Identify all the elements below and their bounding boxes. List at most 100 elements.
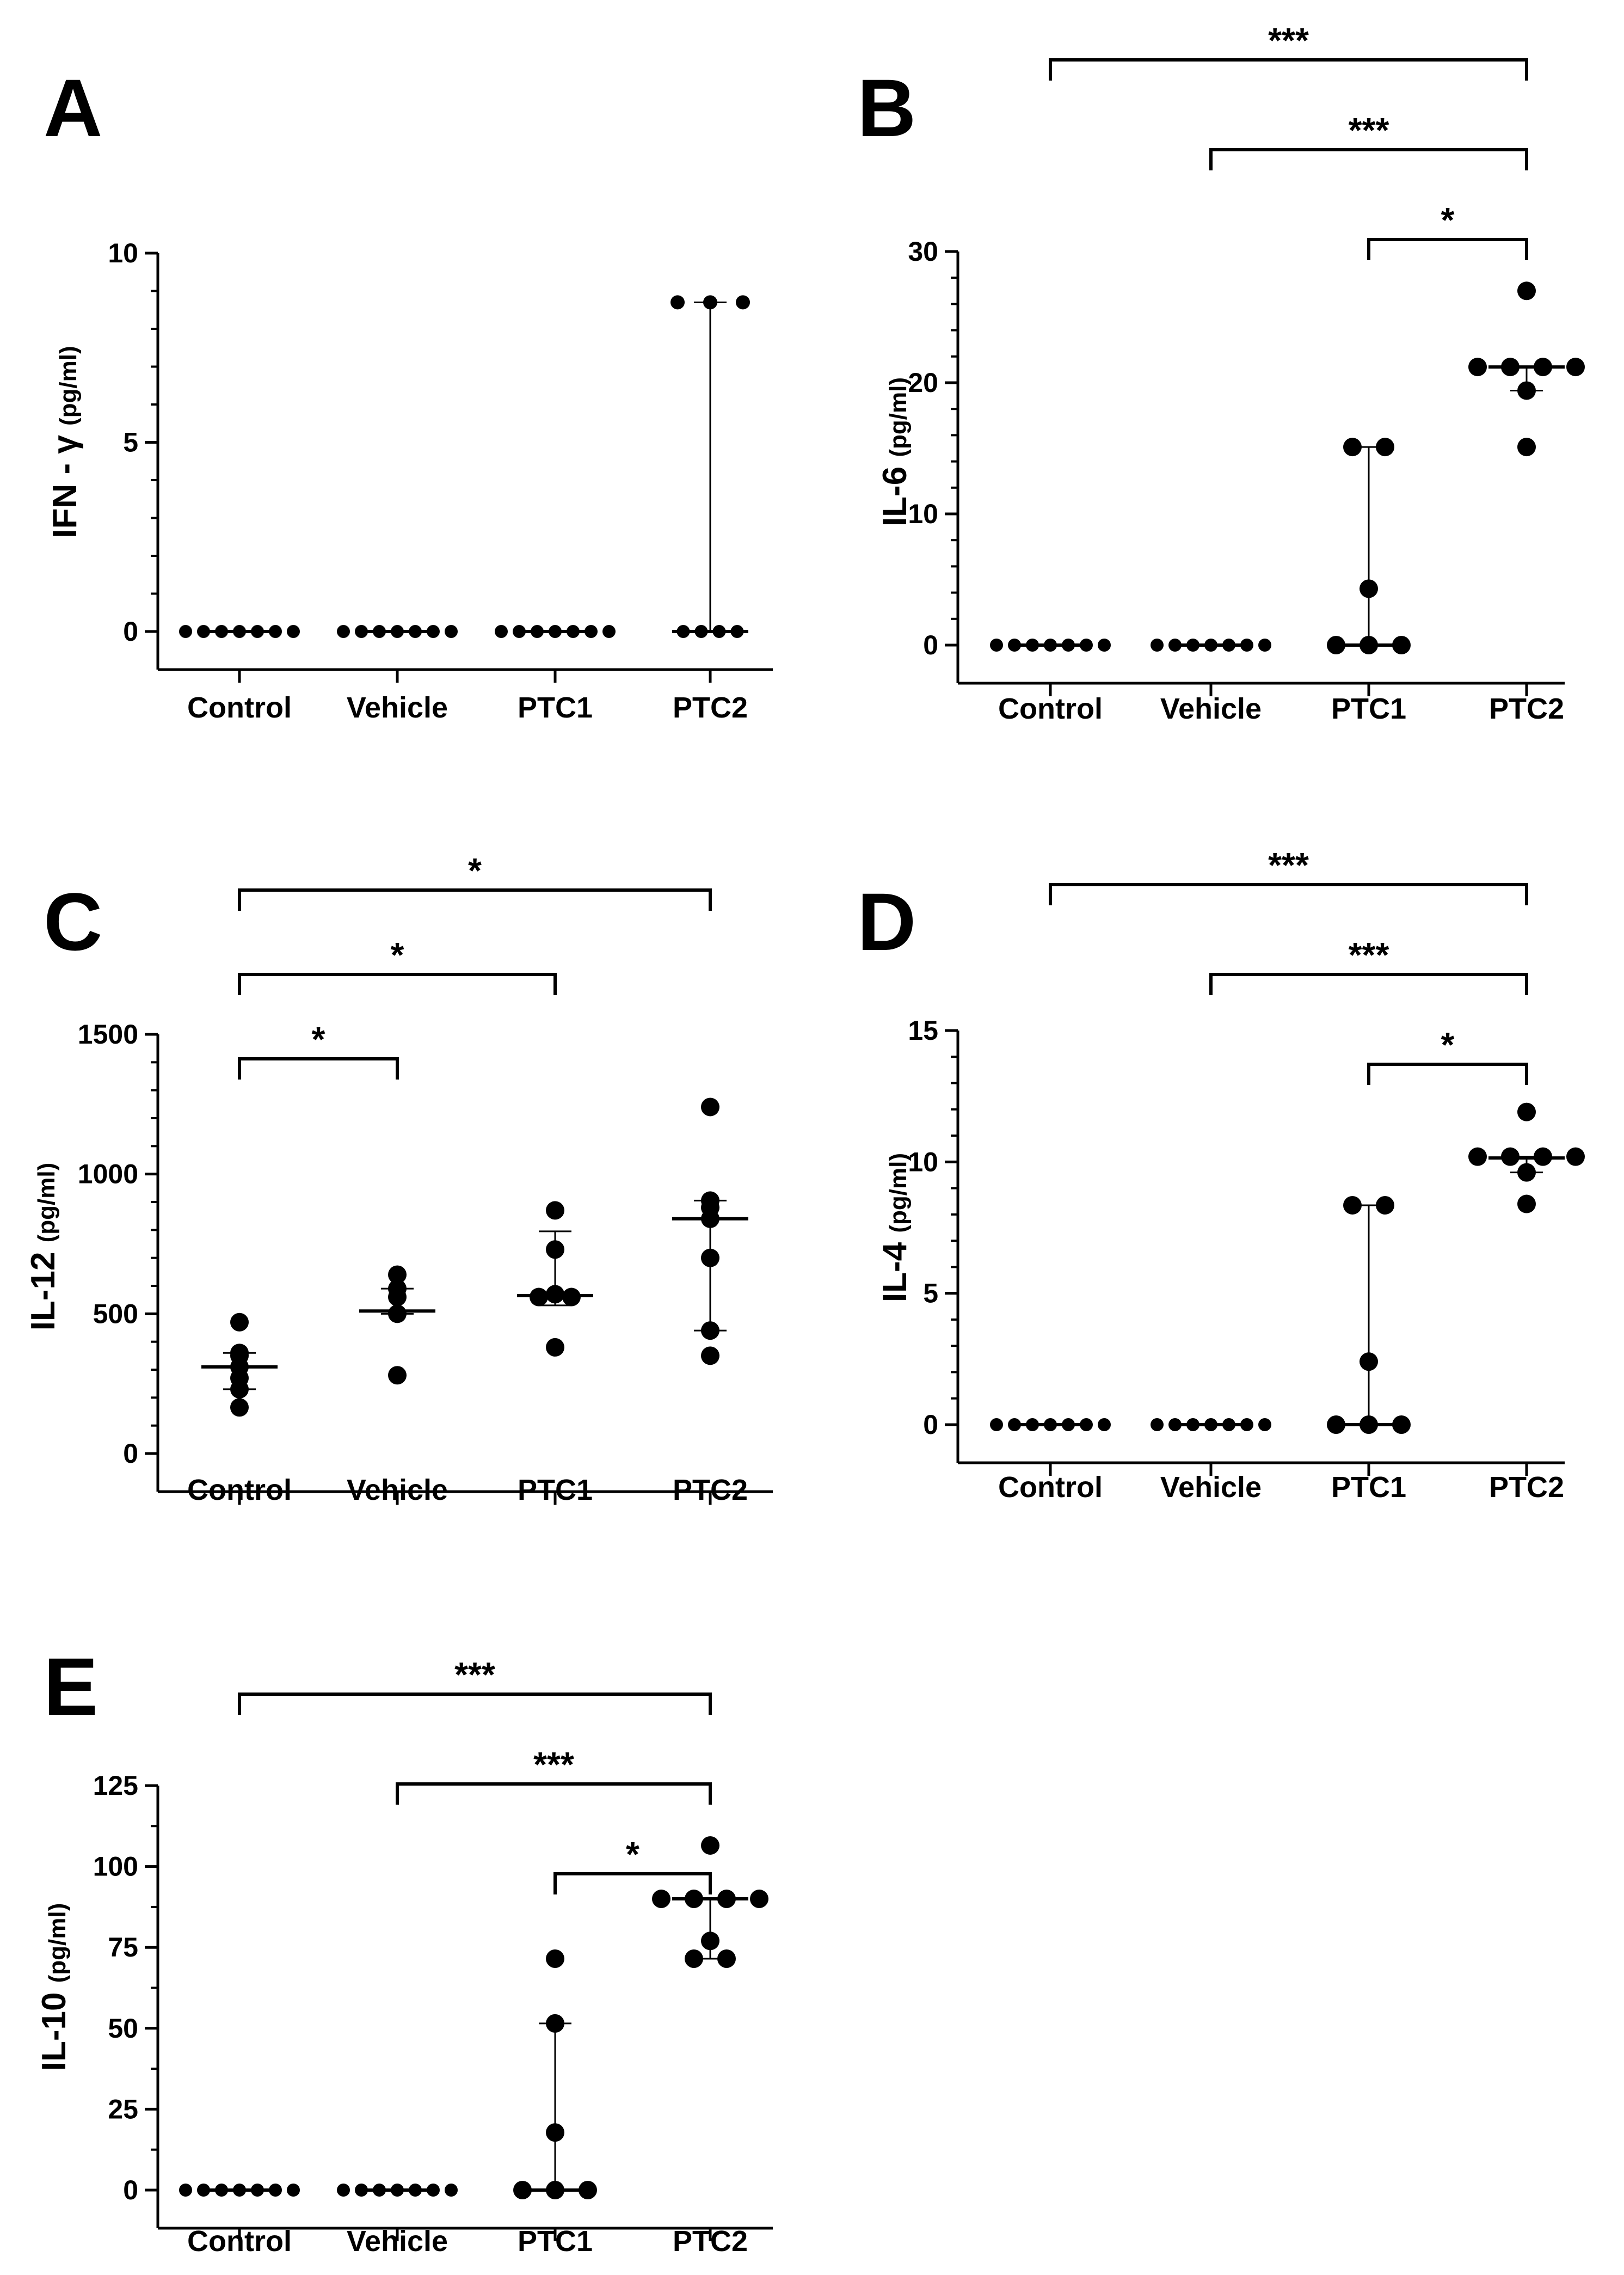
y-axis-label: IL-6 (pg/ml) [876, 377, 914, 526]
data-point [1151, 639, 1164, 652]
x-tick-label: Control [187, 691, 292, 724]
significance-label: * [1441, 1025, 1455, 1064]
y-tick-label: 10 [908, 499, 938, 529]
significance-bracket [1367, 238, 1528, 260]
x-tick-label: Vehicle [347, 1474, 448, 1506]
data-point [736, 295, 750, 310]
significance-label: * [1441, 200, 1455, 240]
panel-letter: C [44, 876, 102, 967]
y-tick-label: 5 [923, 1278, 938, 1309]
data-point [1566, 1147, 1585, 1166]
y-tick-label: 5 [123, 427, 138, 458]
x-tick-label: Control [998, 692, 1103, 725]
significance-bracket [238, 1057, 399, 1080]
y-tick-label: 50 [108, 2013, 138, 2044]
y-tick-label: 0 [923, 1409, 938, 1440]
panel-letter: B [857, 62, 916, 154]
x-tick-label: Control [187, 1474, 292, 1506]
y-tick-label: 0 [923, 630, 938, 660]
y-axis-label-main: IL-12 [24, 1242, 62, 1330]
y-axis-label-unit: (pg/ml) [885, 377, 912, 457]
y-axis-label: IL-10 (pg/ml) [35, 1903, 73, 2071]
data-point [445, 625, 458, 638]
panel-B: B 0 10 20 30 Control Vehicle PTC1 PTC2 IL-6 (pg/m… [857, 21, 1585, 725]
y-axis-label-main: IFN - γ [46, 426, 84, 538]
y-tick-label: 500 [93, 1298, 138, 1329]
x-tick-label: PTC1 [1331, 1471, 1406, 1504]
panel-letter: D [857, 876, 916, 967]
panel-D: D 0 5 10 15 Control Vehicle PTC1 PTC2 IL-4 (pg/ml… [857, 845, 1585, 1504]
significance-label: * [312, 1020, 325, 1059]
x-tick-label: PTC2 [673, 1474, 748, 1506]
y-tick-label: 25 [108, 2094, 138, 2124]
y-axis-label: IL-4 (pg/ml) [876, 1153, 914, 1302]
significance-label: *** [1349, 935, 1389, 974]
significance-bracket [396, 1782, 712, 1805]
significance-label: * [468, 851, 482, 890]
panel-E: E 0 25 50 75 100 125 Control Vehicle PTC1 PTC2 IL-1… [35, 1641, 773, 2258]
y-axis-label-main: IL-10 [35, 1983, 73, 2071]
data-point [337, 2184, 350, 2197]
panel-C: C 0 500 1000 1500 Control Vehicle PTC1 PTC2 IL-12… [24, 851, 773, 1506]
y-axis-label: IFN - γ (pg/ml) [46, 346, 84, 538]
significance-bracket [1049, 58, 1528, 81]
data-point [670, 295, 685, 310]
panel-A: A 0 5 10 Control Vehicle PTC1 PTC2 IFN - γ (pg/m… [44, 62, 773, 724]
data-point [388, 1366, 407, 1385]
significance-label: *** [533, 1745, 574, 1784]
significance-label: *** [1268, 845, 1309, 885]
x-tick-label: Vehicle [1160, 1471, 1262, 1504]
significance-bracket [238, 888, 712, 911]
significance-label: *** [1268, 21, 1309, 60]
significance-label: * [391, 935, 404, 974]
data-point [179, 2184, 192, 2197]
data-point [179, 625, 192, 638]
data-point [495, 625, 508, 638]
y-tick-label: 30 [908, 236, 938, 267]
significance-bracket [1367, 1063, 1528, 1085]
y-axis-label: IL-12 (pg/ml) [24, 1163, 62, 1331]
data-point [546, 1338, 564, 1357]
y-tick-label: 0 [123, 1438, 138, 1469]
data-point [546, 1949, 564, 1969]
data-point [1517, 281, 1536, 301]
panel-letter: E [44, 1641, 98, 1732]
data-point [287, 2184, 300, 2197]
y-tick-label: 75 [108, 1932, 138, 1963]
data-point [1098, 1418, 1111, 1431]
data-point [1517, 1194, 1536, 1213]
x-tick-label: PTC2 [1489, 692, 1564, 725]
significance-label: * [626, 1835, 639, 1874]
data-point [652, 1890, 670, 1909]
data-point [1098, 639, 1111, 652]
y-axis-label-unit: (pg/ml) [55, 346, 82, 426]
data-point [990, 639, 1003, 652]
x-tick-label: PTC2 [673, 2225, 748, 2258]
data-point [701, 1346, 719, 1365]
y-tick-label: 10 [908, 1146, 938, 1177]
y-tick-label: 1500 [78, 1019, 138, 1050]
data-point [388, 1265, 407, 1284]
data-point [1258, 639, 1271, 652]
x-tick-label: Vehicle [347, 2225, 448, 2258]
y-tick-label: 0 [123, 2175, 138, 2205]
significance-bracket [238, 973, 557, 995]
data-point [1517, 438, 1536, 457]
y-axis-label-unit: (pg/ml) [885, 1153, 912, 1233]
data-point [750, 1890, 768, 1909]
x-tick-label: PTC1 [518, 1474, 593, 1506]
y-axis-label-main: IL-4 [876, 1233, 914, 1302]
x-tick-label: Control [187, 2225, 292, 2258]
data-point [337, 625, 350, 638]
x-tick-label: PTC1 [518, 691, 593, 724]
y-axis-label-unit: (pg/ml) [33, 1163, 60, 1243]
data-point [1258, 1418, 1271, 1431]
significance-bracket [1209, 148, 1528, 170]
data-point [546, 1201, 564, 1220]
y-axis-label-unit: (pg/ml) [44, 1903, 71, 1983]
significance-label: *** [454, 1655, 495, 1694]
y-tick-label: 0 [123, 616, 138, 647]
data-point [701, 1836, 719, 1855]
significance-bracket [238, 1693, 712, 1715]
y-tick-label: 10 [108, 238, 138, 268]
